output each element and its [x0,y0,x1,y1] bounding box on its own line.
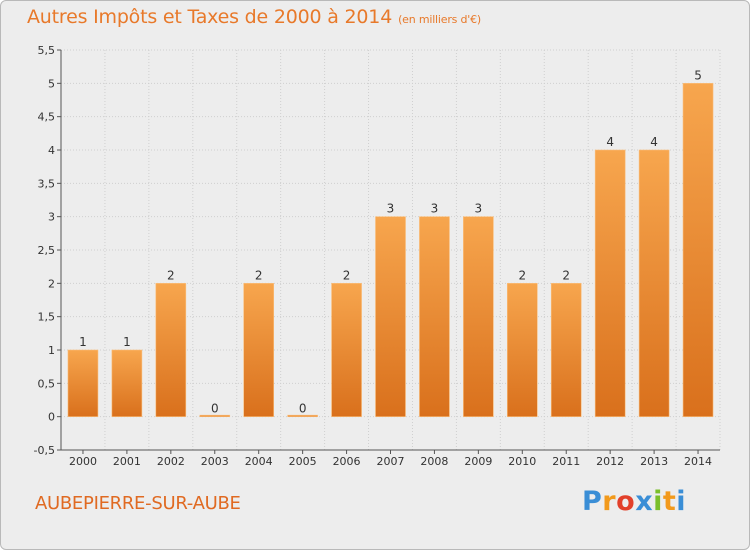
bar-2006 [331,283,362,417]
x-tick-label: 2010 [508,455,536,468]
data-label: 2 [255,268,263,282]
y-tick-label: 0,5 [38,377,56,390]
y-tick-label: 5 [48,77,55,90]
bar-2009 [463,216,494,417]
data-label: 2 [518,268,526,282]
x-tick-label: 2007 [377,455,405,468]
y-tick-label: 3 [48,211,55,224]
bar-2002 [155,283,187,417]
data-label: 1 [123,335,131,349]
bar-2001 [111,349,143,417]
town-name: AUBEPIERRE-SUR-AUBE [35,493,241,514]
x-tick-label: 2002 [157,455,185,468]
data-labels: 1 1 2 0 2 0 2 3 3 3 2 2 4 4 5 [79,68,702,415]
data-label: 1 [79,335,87,349]
x-tick-label: 2006 [333,455,361,468]
bar-2000 [67,349,99,417]
proxiti-logo[interactable]: Proxiti [582,486,686,517]
bar-2004 [243,283,274,417]
data-label: 0 [211,402,219,416]
x-tick-label: 2009 [464,455,492,468]
logo-letter: o [616,486,636,517]
y-tick-label: -0,5 [34,444,55,457]
x-tick-label: 2000 [69,455,97,468]
y-tick-label: 4 [48,144,55,157]
y-tick-label: 4,5 [38,111,56,124]
data-label: 3 [387,202,395,216]
bar-2003 [199,414,231,417]
chart-title: Autres Impôts et Taxes de 2000 à 2014 (en… [27,6,481,28]
y-tick-label: 1,5 [38,311,56,324]
y-tick-label: 3,5 [38,177,56,190]
data-label: 0 [299,402,307,416]
logo-letter: i [653,486,663,517]
bar-2005 [287,414,318,417]
chart-title-main: Autres Impôts et Taxes de 2000 à 2014 [27,6,393,28]
bar-2010 [506,283,538,417]
bar-2013 [638,149,670,417]
bar-2014 [682,83,714,417]
x-tick-label: 2012 [596,455,624,468]
data-label: 4 [606,135,614,149]
y-tick-label: 2 [48,277,55,290]
data-label: 4 [650,135,658,149]
bar-2007 [375,216,406,417]
y-tick-label: 2,5 [38,244,56,257]
x-tick-label: 2013 [640,455,668,468]
x-tick-label: 2004 [245,455,273,468]
data-label: 2 [167,268,175,282]
logo-letter: i [676,486,687,517]
x-tick-label: 2001 [113,455,141,468]
logo-letter: r [602,486,617,517]
y-tick-label: 0 [48,411,55,424]
logo-letter: t [662,486,677,517]
x-tick-label: 2005 [289,455,317,468]
data-label: 3 [475,202,483,216]
bar-2008 [419,216,450,417]
y-tick-label: 5,5 [38,44,56,57]
x-tick-label: 2003 [201,455,229,468]
y-tick-label: 1 [48,344,55,357]
data-label: 2 [562,268,570,282]
data-label: 3 [431,202,439,216]
bar-2011 [550,283,582,417]
chart-title-unit: (en milliers d'€) [398,13,481,26]
x-tick-label: 2011 [552,455,580,468]
data-label: 2 [343,268,351,282]
x-tick-label: 2014 [684,455,712,468]
data-label: 5 [694,68,702,82]
x-tick-label: 2008 [420,455,448,468]
bar-2012 [594,149,626,417]
logo-letter: P [582,486,603,517]
logo-letter: x [635,486,654,517]
bars [67,83,714,417]
